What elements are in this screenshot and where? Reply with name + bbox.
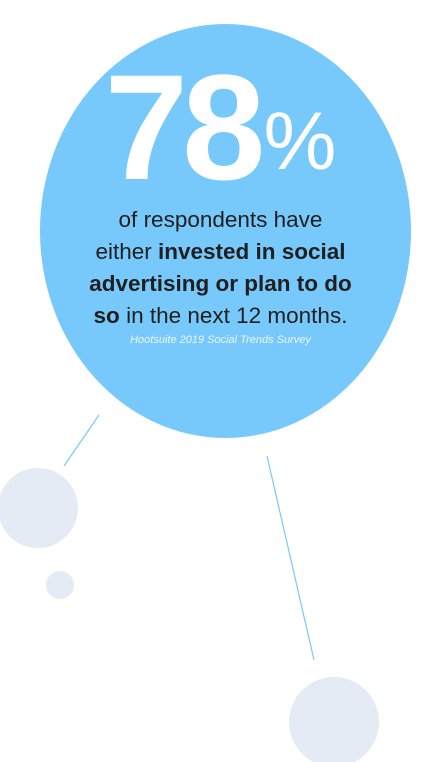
description-plain-text: either	[95, 239, 158, 264]
stat-bubble	[40, 24, 411, 438]
description-bold-text: invested in social	[157, 239, 346, 264]
description-line-1: of respondents have	[118, 207, 323, 232]
stat-headline: 78%	[0, 52, 441, 202]
description-line-4: so in the next 12 months.	[60, 300, 381, 332]
description-bold-text: advertising or plan to do	[89, 271, 352, 296]
stat-description: of respondents have either invested in s…	[60, 204, 381, 332]
source-citation: Hootsuite 2019 Social Trends Survey	[130, 334, 311, 346]
description-line-3: advertising or plan to do	[60, 268, 381, 300]
decorative-circle-small	[46, 571, 74, 599]
connector-line-right	[266, 455, 315, 661]
description-plain-text: in the next 12 months.	[119, 303, 348, 328]
description-line-2: either invested in social	[60, 236, 381, 268]
decorative-circle-large-left	[0, 468, 78, 548]
description-bold-text: so	[93, 303, 120, 328]
stat-percent-sign: %	[263, 96, 337, 187]
stat-number: 78	[104, 43, 266, 211]
connector-line-left	[63, 414, 100, 467]
decorative-circle-bottom-right	[289, 677, 379, 762]
